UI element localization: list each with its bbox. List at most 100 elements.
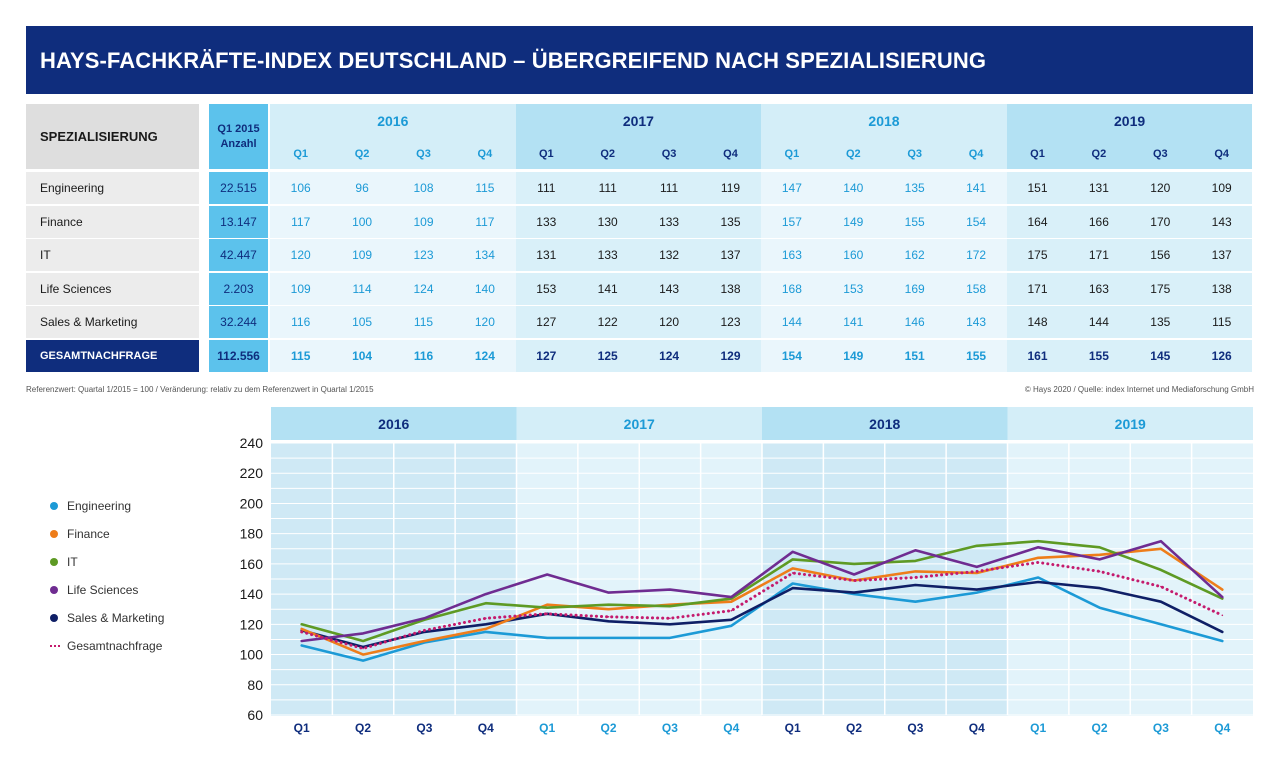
table-quarter-header: Q1 bbox=[293, 147, 309, 160]
series-point bbox=[1037, 546, 1039, 549]
table-value-cell: 130 bbox=[597, 214, 618, 229]
table-year-band bbox=[761, 104, 1007, 169]
x-tick-label: Q3 bbox=[416, 721, 432, 735]
table-value-cell: 133 bbox=[597, 248, 618, 262]
table-value-cell: 158 bbox=[966, 281, 987, 296]
series-point bbox=[791, 572, 794, 574]
table-value-cell: 163 bbox=[781, 248, 802, 262]
y-tick-label: 200 bbox=[240, 495, 264, 511]
table-value-cell: 123 bbox=[720, 315, 741, 329]
series-point bbox=[791, 582, 794, 585]
series-point bbox=[485, 628, 487, 630]
table-value-cell: 124 bbox=[474, 348, 495, 363]
table-value-cell: 131 bbox=[536, 248, 557, 262]
table-value-cell: 149 bbox=[843, 214, 864, 229]
table-cell-background bbox=[515, 172, 762, 204]
table-value-cell: 109 bbox=[1211, 181, 1232, 195]
series-point bbox=[976, 588, 978, 591]
table-value-cell: 141 bbox=[843, 315, 864, 329]
series-point bbox=[669, 617, 671, 620]
x-tick-label: Q1 bbox=[1030, 721, 1046, 735]
legend-item: Life Sciences bbox=[50, 576, 164, 604]
table-value-cell: 115 bbox=[1212, 315, 1232, 329]
x-tick-label: Q3 bbox=[662, 721, 678, 735]
series-point bbox=[607, 608, 610, 611]
table-quarter-header: Q3 bbox=[416, 147, 431, 160]
table-value-cell: 124 bbox=[659, 348, 680, 363]
table-cell-background bbox=[270, 306, 516, 338]
series-point bbox=[1221, 596, 1224, 598]
table-value-cell: 138 bbox=[720, 281, 741, 296]
table-cell-background bbox=[1006, 239, 1253, 271]
table-value-cell: 100 bbox=[352, 214, 373, 229]
table-quarter-header: Q4 bbox=[1214, 147, 1230, 160]
chart-legend: Engineering Finance IT Life Sciences Sales &… bbox=[50, 492, 164, 660]
anzahl-header-line2: Anzahl bbox=[220, 137, 257, 150]
x-tick-label: Q1 bbox=[785, 721, 801, 735]
y-tick-label: 160 bbox=[240, 556, 264, 572]
table-cell-background bbox=[270, 172, 516, 204]
x-tick-label: Q2 bbox=[355, 721, 371, 735]
series-point bbox=[607, 637, 610, 639]
table-cell-background bbox=[515, 306, 762, 338]
table-cell-background bbox=[761, 239, 1007, 271]
table-value-cell: 169 bbox=[904, 281, 925, 296]
table-value-cell: 124 bbox=[413, 281, 434, 296]
series-point bbox=[853, 579, 855, 582]
table-value-cell: 133 bbox=[536, 214, 557, 229]
legend-dot-marker bbox=[50, 502, 58, 510]
table-value-cell: 135 bbox=[904, 181, 925, 195]
series-point bbox=[362, 632, 364, 635]
series-point bbox=[914, 549, 917, 552]
series-point bbox=[730, 619, 733, 621]
series-point bbox=[1221, 588, 1224, 591]
table-value-cell: 153 bbox=[843, 281, 864, 296]
table-value-cell: 96 bbox=[355, 181, 369, 195]
series-point bbox=[300, 623, 303, 626]
table-row-label: GESAMTNACHFRAGE bbox=[26, 339, 199, 372]
series-point bbox=[853, 563, 855, 565]
series-point bbox=[300, 640, 303, 642]
table-value-cell: 141 bbox=[966, 181, 987, 195]
series-point bbox=[730, 609, 733, 612]
table-value-cell: 154 bbox=[781, 348, 802, 363]
table-row-anzahl: 42.447 bbox=[209, 239, 268, 271]
table-cell-background bbox=[761, 306, 1007, 338]
table-value-cell: 104 bbox=[352, 348, 373, 363]
series-line-finance bbox=[300, 547, 1224, 656]
legend-label: Finance bbox=[67, 527, 110, 541]
y-tick-label: 220 bbox=[240, 465, 264, 481]
table-row-anzahl: 22.515 bbox=[209, 172, 268, 204]
y-tick-label: 100 bbox=[240, 647, 264, 663]
series-point bbox=[1037, 576, 1039, 579]
table-quarter-header: Q2 bbox=[354, 147, 370, 160]
series-point bbox=[607, 591, 610, 594]
legend-dot-marker bbox=[50, 586, 58, 594]
series-point bbox=[853, 573, 855, 576]
table-value-cell: 109 bbox=[413, 214, 434, 229]
table-quarter-header: Q4 bbox=[968, 147, 984, 160]
table-value-cell: 161 bbox=[1027, 348, 1048, 363]
series-point bbox=[1160, 547, 1162, 550]
table-value-cell: 105 bbox=[352, 315, 373, 329]
table-value-cell: 134 bbox=[474, 248, 495, 262]
series-point bbox=[1098, 546, 1101, 549]
table-cell-background bbox=[515, 239, 762, 271]
series-point bbox=[300, 631, 303, 633]
series-point bbox=[791, 567, 794, 570]
footnote-reference: Referenzwert: Quartal 1/2015 = 100 / Ver… bbox=[26, 385, 374, 394]
table-value-cell: 164 bbox=[1027, 214, 1048, 229]
table-value-cell: 143 bbox=[966, 315, 987, 329]
series-point bbox=[1160, 569, 1162, 571]
table-value-cell: 116 bbox=[291, 315, 311, 329]
legend-dot-marker bbox=[50, 558, 58, 566]
series-point bbox=[1098, 587, 1101, 589]
table-row-label: IT bbox=[26, 239, 199, 271]
series-point bbox=[914, 576, 917, 579]
series-point bbox=[1160, 540, 1162, 543]
table-cell-background bbox=[515, 205, 762, 238]
series-point bbox=[669, 637, 671, 639]
x-tick-label: Q3 bbox=[907, 721, 923, 735]
series-point bbox=[362, 647, 364, 650]
series-point bbox=[976, 566, 978, 568]
